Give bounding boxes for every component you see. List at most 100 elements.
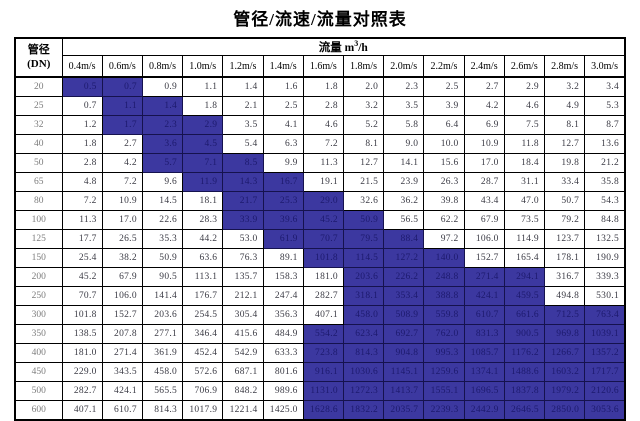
velocity-header: 0.4m/s [61, 55, 103, 78]
table-row: 32 1.2 1.7 2.3 2.9 3.5 4.1 4.6 5.2 5.8 6.4 6.9 7.5 8.… [14, 115, 626, 135]
value-cell-highlighted: 1030.6 [342, 362, 385, 382]
value-cell: 176.7 [182, 286, 224, 306]
value-cell-highlighted: 1837.8 [503, 381, 545, 401]
value-cell-highlighted: 762.0 [423, 324, 465, 344]
value-cell: 54.3 [584, 191, 626, 211]
value-cell: 305.4 [222, 305, 264, 325]
value-cell-highlighted: 610.7 [463, 305, 505, 325]
value-cell: 452.4 [182, 343, 224, 363]
value-cell: 356.3 [262, 305, 304, 325]
value-cell-highlighted: 508.9 [383, 305, 425, 325]
value-cell: 572.6 [182, 362, 224, 382]
value-cell: 138.5 [61, 324, 103, 344]
value-cell-highlighted: 1131.0 [302, 381, 344, 401]
value-cell: 63.6 [182, 248, 224, 268]
value-cell: 35.8 [584, 172, 626, 192]
value-cell: 22.6 [141, 210, 184, 230]
value-cell-highlighted: 661.6 [503, 305, 545, 325]
value-cell: 687.1 [222, 362, 264, 382]
value-cell: 4.8 [61, 172, 103, 192]
value-cell: 2.5 [262, 96, 304, 116]
value-cell-highlighted: 2120.6 [584, 381, 626, 401]
value-cell-highlighted: 2442.9 [463, 400, 505, 421]
value-cell: 19.8 [543, 153, 586, 173]
table-row: 450 229.0 343.5 458.0 572.6 687.1 801.6 916.1 10… [14, 362, 626, 382]
value-cell: 178.1 [543, 248, 586, 268]
value-cell-highlighted: 114.5 [342, 248, 385, 268]
value-cell: 8.1 [342, 134, 385, 154]
velocity-header: 1.6m/s [302, 55, 344, 78]
value-cell-highlighted: 559.8 [423, 305, 465, 325]
table-row: 125 17.7 26.5 35.3 44.2 53.0 61.9 70.7 79.5 88.4 9… [14, 229, 626, 249]
velocity-header: 2.4m/s [463, 55, 505, 78]
value-cell-highlighted: 11.9 [182, 172, 224, 192]
value-cell-highlighted: 1374.1 [463, 362, 505, 382]
value-cell: 26.3 [423, 172, 465, 192]
value-cell: 50.7 [543, 191, 586, 211]
value-cell-highlighted: 1266.7 [543, 343, 586, 363]
dn-cell: 150 [14, 248, 63, 268]
page-title: 管径/流速/流量对照表 [233, 10, 407, 29]
value-cell: 5.8 [383, 115, 425, 135]
velocity-header: 1.2m/s [222, 55, 264, 78]
value-cell: 415.6 [222, 324, 264, 344]
value-cell: 181.0 [61, 343, 103, 363]
value-cell: 3.4 [584, 76, 626, 97]
flow-unit-label: 流量 m [318, 42, 355, 54]
dn-cell: 20 [14, 76, 63, 97]
value-cell: 113.1 [182, 267, 224, 287]
value-cell-highlighted: 459.5 [503, 286, 545, 306]
value-cell: 2.8 [61, 153, 103, 173]
value-cell: 271.4 [101, 343, 143, 363]
value-cell: 7.5 [503, 115, 545, 135]
value-cell: 1221.4 [222, 400, 264, 421]
dn-cell: 25 [14, 96, 63, 116]
value-cell-highlighted: 1.7 [101, 115, 143, 135]
value-cell-highlighted: 554.2 [302, 324, 344, 344]
table-row: 200 45.2 67.9 90.5 113.1 135.7 158.3 181.0 203.6… [14, 267, 626, 287]
dn-cell: 80 [14, 191, 63, 211]
value-cell: 989.6 [262, 381, 304, 401]
value-cell-highlighted: 1039.1 [584, 324, 626, 344]
value-cell: 610.7 [101, 400, 143, 421]
value-cell: 10.9 [101, 191, 143, 211]
value-cell-highlighted: 29.0 [302, 191, 344, 211]
value-cell: 2.7 [101, 134, 143, 154]
value-cell-highlighted: 88.4 [383, 229, 425, 249]
value-cell: 31.1 [503, 172, 545, 192]
value-cell-highlighted: 2.3 [141, 115, 184, 135]
value-cell: 3.5 [383, 96, 425, 116]
velocity-header: 1.8m/s [342, 55, 385, 78]
value-cell: 14.5 [141, 191, 184, 211]
value-cell-highlighted: 1357.2 [584, 343, 626, 363]
dn-cell: 450 [14, 362, 63, 382]
value-cell-highlighted: 7.1 [182, 153, 224, 173]
value-cell: 203.6 [141, 305, 184, 325]
value-cell-highlighted: 101.8 [302, 248, 344, 268]
value-cell: 1.8 [61, 134, 103, 154]
value-cell: 343.5 [101, 362, 143, 382]
value-cell: 35.3 [141, 229, 184, 249]
value-cell: 7.2 [302, 134, 344, 154]
value-cell: 424.1 [101, 381, 143, 401]
value-cell-highlighted: 70.7 [302, 229, 344, 249]
value-cell: 25.4 [61, 248, 103, 268]
value-cell: 3.9 [423, 96, 465, 116]
value-cell: 706.9 [182, 381, 224, 401]
value-cell: 10.9 [463, 134, 505, 154]
value-cell: 106.0 [463, 229, 505, 249]
value-cell: 2.8 [302, 96, 344, 116]
value-cell: 23.9 [383, 172, 425, 192]
value-cell: 4.6 [503, 96, 545, 116]
table-row: 40 1.8 2.7 3.6 4.5 5.4 6.3 7.2 8.1 9.0 10.0 10.9 11.… [14, 134, 626, 154]
value-cell: 484.9 [262, 324, 304, 344]
table-row: 500 282.7 424.1 565.5 706.9 848.2 989.6 1131.0 1… [14, 381, 626, 401]
velocity-header: 2.0m/s [383, 55, 425, 78]
value-cell-highlighted: 2239.3 [423, 400, 465, 421]
value-cell: 3.5 [222, 115, 264, 135]
value-cell-highlighted: 0.5 [61, 76, 103, 97]
value-cell: 458.0 [141, 362, 184, 382]
value-cell: 123.7 [543, 229, 586, 249]
value-cell-highlighted: 79.5 [342, 229, 385, 249]
